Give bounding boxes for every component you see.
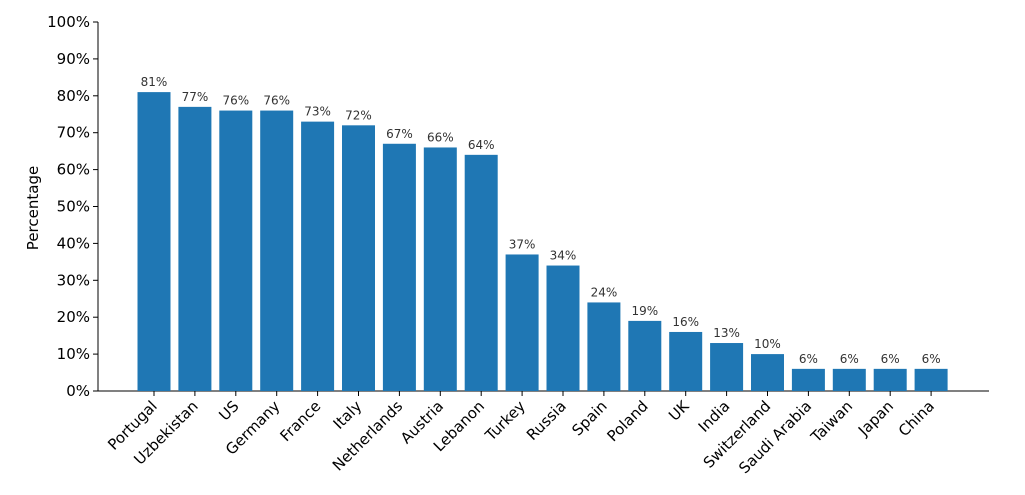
y-tick-label: 50% (57, 198, 90, 216)
bar (505, 254, 539, 391)
x-tick-label: UK (665, 396, 693, 424)
bar-value-label: 64% (468, 138, 495, 152)
bar-value-label: 66% (427, 130, 454, 144)
bar (464, 154, 498, 391)
bar (382, 143, 416, 391)
bar (342, 125, 375, 391)
bar (137, 92, 171, 392)
bar (873, 368, 907, 391)
bar-value-label: 76% (263, 94, 290, 108)
bar-value-label: 81% (141, 75, 168, 89)
x-tick-label: Turkey (481, 397, 529, 445)
bar-value-label: 24% (591, 285, 618, 299)
bar-value-label: 67% (386, 127, 413, 141)
plot-area: 0%10%20%30%40%50%60%70%80%90%100%81%Port… (47, 13, 989, 477)
bar (423, 147, 457, 391)
y-tick-label: 30% (57, 271, 90, 289)
x-tick-label: Russia (523, 397, 570, 444)
x-tick-label: Taiwan (807, 397, 857, 447)
bar (546, 265, 580, 391)
x-tick-label: France (276, 397, 324, 445)
bar (628, 320, 662, 391)
bar-value-label: 13% (713, 326, 740, 340)
y-tick-label: 20% (57, 308, 90, 326)
bar-value-label: 37% (509, 237, 536, 251)
bar-value-label: 6% (799, 352, 818, 366)
bar (751, 354, 784, 391)
bar (587, 302, 621, 391)
bar (260, 110, 294, 391)
bar (178, 106, 212, 392)
x-tick-label: US (215, 397, 242, 424)
y-tick-label: 90% (57, 50, 90, 68)
bar-value-label: 6% (881, 352, 900, 366)
y-tick-label: 70% (57, 124, 90, 142)
x-tick-label: Italy (330, 397, 366, 433)
bar-value-label: 76% (222, 94, 249, 108)
y-tick-label: 80% (57, 87, 90, 105)
bar-value-label: 73% (304, 105, 331, 119)
y-tick-label: 0% (66, 382, 90, 400)
x-tick-label: Poland (603, 397, 651, 445)
y-tick-label: 60% (57, 161, 90, 179)
bar-value-label: 16% (672, 315, 699, 329)
bar (710, 343, 744, 391)
bar (791, 368, 825, 391)
y-tick-label: 10% (57, 345, 90, 363)
bar-value-label: 6% (922, 352, 941, 366)
bar (914, 368, 948, 391)
bar-value-label: 19% (631, 304, 658, 318)
bar-value-label: 72% (345, 108, 372, 122)
bar (219, 110, 253, 391)
x-tick-label: China (895, 397, 938, 440)
bar (669, 331, 703, 391)
bar-value-label: 77% (182, 90, 209, 104)
bar-value-label: 6% (840, 352, 859, 366)
y-tick-label: 100% (47, 13, 90, 31)
y-axis-title: Percentage (24, 166, 42, 250)
bar-value-label: 34% (550, 249, 577, 263)
y-tick-label: 40% (57, 234, 90, 252)
x-tick-label: Saudi Arabia (735, 397, 815, 477)
x-tick-label: Japan (854, 397, 897, 440)
bar (301, 121, 335, 391)
bar (832, 368, 866, 391)
bar-value-label: 10% (754, 337, 781, 351)
